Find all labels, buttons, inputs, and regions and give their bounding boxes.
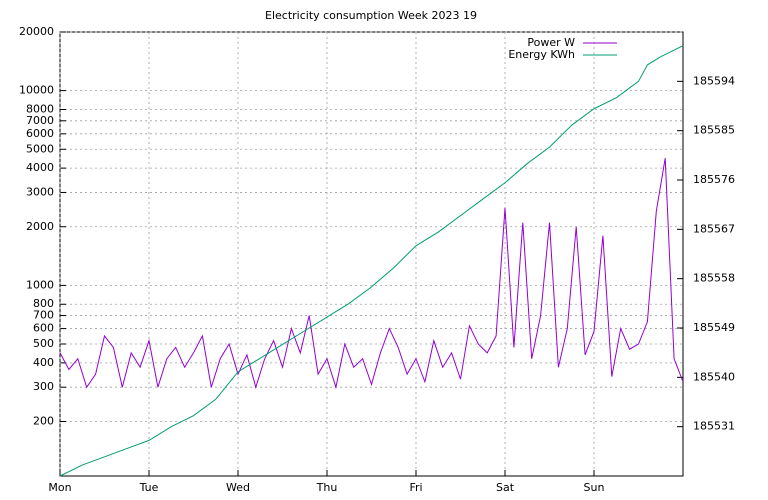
y-tick-label: 3000: [26, 185, 54, 198]
y-tick-label: 20000: [19, 25, 54, 38]
y-tick-label: 1000: [26, 278, 54, 291]
y-tick-label: 500: [33, 337, 54, 350]
y-tick-label: 6000: [26, 127, 54, 140]
plot-frame: [59, 31, 684, 477]
x-tick-label: Sat: [496, 481, 515, 494]
legend-label: Energy KWh: [508, 48, 575, 61]
y-tick-label: 200: [33, 415, 54, 428]
legend-label: Power W: [527, 36, 575, 49]
x-tick-label: Wed: [226, 481, 250, 494]
y2-tick-label: 185585: [693, 124, 735, 137]
y2-tick-label: 185594: [693, 74, 735, 87]
y2-tick-label: 185576: [693, 173, 735, 186]
x-tick-label: Sun: [584, 481, 605, 494]
y-tick-label: 8000: [26, 102, 54, 115]
y2-tick-label: 185549: [693, 321, 735, 334]
x-tick-label: Thu: [316, 481, 338, 494]
y-tick-label: 4000: [26, 161, 54, 174]
y-tick-label: 600: [33, 322, 54, 335]
y-tick-label: 10000: [19, 84, 54, 97]
y-tick-label: 2000: [26, 220, 54, 233]
chart-title: Electricity consumption Week 2023 19: [265, 9, 477, 22]
y2-tick-label: 185558: [693, 272, 735, 285]
y-tick-label: 700: [33, 309, 54, 322]
x-tick-label: Tue: [139, 481, 159, 494]
series-line: [59, 45, 684, 477]
y-tick-label: 300: [33, 380, 54, 393]
y-tick-label: 5000: [26, 142, 54, 155]
y2-tick-label: 185540: [693, 370, 735, 383]
x-tick-label: Mon: [48, 481, 71, 494]
y-tick-label: 7000: [26, 114, 54, 127]
y2-tick-label: 185531: [693, 420, 735, 433]
x-tick-label: Fri: [409, 481, 422, 494]
y2-tick-label: 185567: [693, 222, 735, 235]
series-line: [59, 158, 684, 390]
y-tick-label: 800: [33, 297, 54, 310]
y-tick-label: 400: [33, 356, 54, 369]
